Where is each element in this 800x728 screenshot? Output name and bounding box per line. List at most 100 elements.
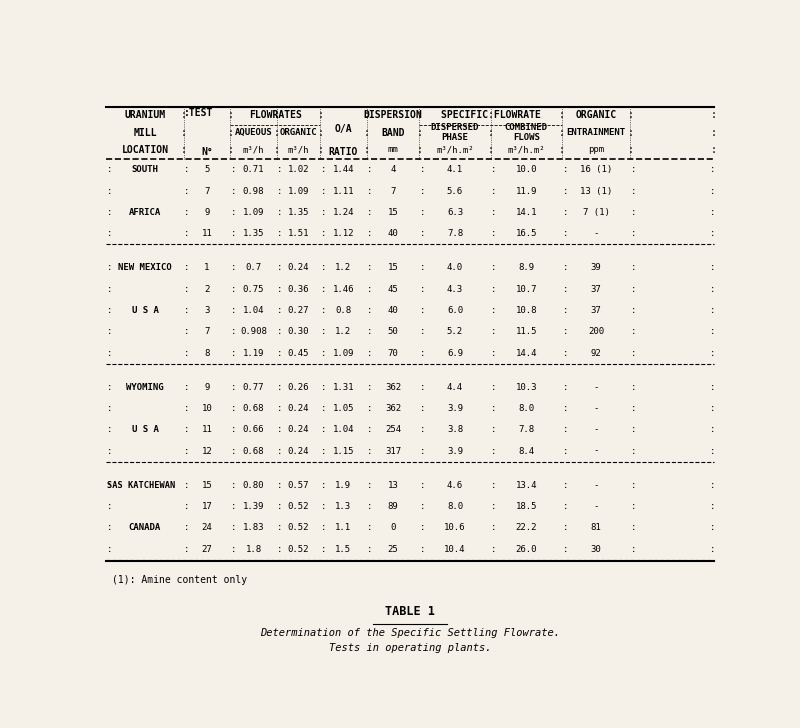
Text: :: :: [420, 306, 426, 315]
Text: :: :: [420, 404, 426, 413]
Text: AQUEOUS: AQUEOUS: [234, 128, 272, 138]
Text: 1.35: 1.35: [242, 229, 264, 238]
Text: :: :: [630, 446, 636, 456]
Text: :: :: [562, 523, 568, 532]
Text: :: :: [420, 545, 426, 553]
Text: 317: 317: [385, 446, 401, 456]
Text: :: :: [491, 523, 497, 532]
Text: :: :: [630, 229, 636, 238]
Text: 0.36: 0.36: [288, 285, 309, 293]
Text: :: :: [321, 229, 326, 238]
Text: :: :: [278, 502, 282, 511]
Text: -: -: [594, 404, 598, 413]
Text: 1.04: 1.04: [333, 425, 354, 434]
Text: :: :: [321, 523, 326, 532]
Text: :: :: [710, 285, 715, 293]
Text: :: :: [321, 186, 326, 196]
Text: :: :: [562, 306, 568, 315]
Text: :: :: [491, 208, 497, 217]
Text: :: :: [278, 480, 282, 490]
Text: 1.8: 1.8: [246, 545, 262, 553]
Text: :: :: [107, 165, 112, 174]
Text: :: :: [420, 165, 426, 174]
Text: :: :: [184, 285, 190, 293]
Text: :: :: [416, 145, 422, 154]
Text: :: :: [321, 480, 326, 490]
Text: 10.3: 10.3: [515, 383, 537, 392]
Text: :: :: [562, 446, 568, 456]
Text: :: :: [416, 128, 422, 138]
Text: :: :: [562, 425, 568, 434]
Text: :: :: [562, 186, 568, 196]
Text: CANADA: CANADA: [129, 523, 161, 532]
Text: :: :: [321, 425, 326, 434]
Text: :: :: [278, 229, 282, 238]
Text: :: :: [630, 502, 636, 511]
Text: :: :: [420, 446, 426, 456]
Text: 8.0: 8.0: [447, 502, 463, 511]
Text: 0.45: 0.45: [288, 349, 309, 357]
Text: :: :: [630, 208, 636, 217]
Text: :: :: [710, 480, 715, 490]
Text: 1.39: 1.39: [242, 502, 264, 511]
Text: 37: 37: [590, 306, 602, 315]
Text: :: :: [711, 145, 717, 154]
Text: 6.0: 6.0: [447, 306, 463, 315]
Text: 8.0: 8.0: [518, 404, 534, 413]
Text: :: :: [630, 404, 636, 413]
Text: :: :: [491, 404, 497, 413]
Text: :: :: [710, 229, 715, 238]
Text: :: :: [710, 327, 715, 336]
Text: 4.0: 4.0: [447, 264, 463, 272]
Text: :: :: [321, 349, 326, 357]
Text: :: :: [184, 446, 190, 456]
Text: 7 (1): 7 (1): [582, 208, 610, 217]
Text: :: :: [231, 523, 236, 532]
Text: :: :: [231, 404, 236, 413]
Text: :: :: [321, 208, 326, 217]
Text: :: :: [367, 404, 373, 413]
Text: BAND: BAND: [382, 128, 405, 138]
Text: :: :: [630, 306, 636, 315]
Text: 1.02: 1.02: [288, 165, 309, 174]
Text: :: :: [630, 165, 636, 174]
Text: 45: 45: [387, 285, 398, 293]
Text: -: -: [594, 229, 598, 238]
Text: :: :: [321, 264, 326, 272]
Text: :: :: [107, 306, 112, 315]
Text: :: :: [231, 264, 236, 272]
Text: :: :: [367, 502, 373, 511]
Text: :: :: [710, 404, 715, 413]
Text: 7: 7: [390, 186, 396, 196]
Text: :: :: [181, 111, 186, 120]
Text: 1.83: 1.83: [242, 523, 264, 532]
Text: 1.19: 1.19: [242, 349, 264, 357]
Text: :: :: [184, 383, 190, 392]
Text: 26.0: 26.0: [515, 545, 537, 553]
Text: 24: 24: [202, 523, 212, 532]
Text: :: :: [321, 383, 326, 392]
Text: :: :: [231, 349, 236, 357]
Text: 13 (1): 13 (1): [580, 186, 612, 196]
Text: :: :: [278, 425, 282, 434]
Text: :: :: [321, 446, 326, 456]
Text: 16.5: 16.5: [515, 229, 537, 238]
Text: :: :: [231, 186, 236, 196]
Text: 70: 70: [387, 349, 398, 357]
Text: :: :: [184, 404, 190, 413]
Text: :: :: [184, 306, 190, 315]
Text: 0.52: 0.52: [288, 523, 309, 532]
Text: :: :: [107, 229, 112, 238]
Text: -: -: [594, 502, 598, 511]
Text: :: :: [107, 502, 112, 511]
Text: :: :: [321, 285, 326, 293]
Text: :: :: [278, 349, 282, 357]
Text: :: :: [107, 425, 112, 434]
Text: :: :: [184, 480, 190, 490]
Text: 200: 200: [588, 327, 604, 336]
Text: 15: 15: [202, 480, 212, 490]
Text: 1.15: 1.15: [333, 446, 354, 456]
Text: :: :: [278, 186, 282, 196]
Text: :: :: [364, 128, 370, 138]
Text: :: :: [420, 229, 426, 238]
